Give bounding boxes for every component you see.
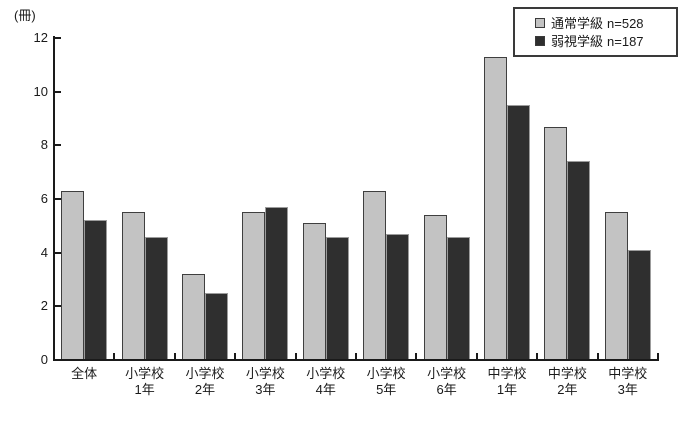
bar-lowvision-class-8 (567, 161, 591, 360)
x-category-label: 小学校 2年 (185, 366, 225, 397)
bar-lowvision-class-9 (627, 250, 651, 360)
legend: 通常学級 n=528 弱視学級 n=187 (513, 7, 678, 57)
x-axis-tick (475, 353, 478, 359)
x-category-label: 小学校 6年 (427, 366, 467, 397)
x-category-label: 小学校 3年 (245, 366, 285, 397)
bar-normal-class-7 (484, 57, 507, 360)
y-axis-tick-label: 2 (40, 298, 48, 314)
x-axis-tick (355, 353, 357, 359)
bar-normal-class-4 (302, 223, 326, 360)
y-axis-tick-label: 4 (40, 244, 48, 260)
bar-lowvision-class-4 (325, 237, 349, 360)
legend-item-lowvision-class: 弱視学級 n=187 (535, 34, 676, 49)
bar-normal-class-1 (121, 212, 145, 360)
bar-normal-class-6 (423, 215, 447, 360)
bar-normal-class-3 (242, 212, 266, 360)
y-axis-unit-label: (冊) (14, 8, 36, 23)
bar-lowvision-class-0 (84, 220, 108, 360)
x-category-label: 中学校 3年 (608, 366, 648, 397)
y-axis-tick (55, 305, 61, 308)
x-axis-tick (536, 353, 539, 359)
x-category-label: 小学校 1年 (125, 366, 165, 397)
bar-lowvision-class-2 (205, 293, 228, 360)
y-axis (53, 36, 55, 361)
y-axis-tick (55, 90, 61, 93)
bar-normal-class-0 (61, 191, 85, 360)
bar-normal-class-9 (604, 212, 628, 360)
y-axis-tick-label: 10 (33, 83, 48, 99)
bar-normal-class-8 (544, 127, 568, 360)
x-category-label: 小学校 5年 (366, 366, 406, 397)
x-axis (53, 359, 659, 361)
bar-lowvision-class-5 (386, 234, 410, 360)
bar-lowvision-class-3 (265, 207, 289, 360)
x-axis-tick (415, 353, 418, 359)
lowvision-class-marker-icon (535, 36, 545, 46)
y-axis-tick (55, 37, 61, 39)
y-axis-tick-label: 0 (40, 352, 48, 367)
x-axis-tick (173, 353, 176, 359)
x-category-label: 中学校 1年 (487, 366, 527, 397)
x-category-label: 中学校 2年 (547, 366, 587, 397)
bar-lowvision-class-7 (507, 105, 530, 360)
legend-label-lowvision-class: 弱視学級 n=187 (551, 33, 644, 49)
y-axis-tick-label: 8 (40, 137, 48, 153)
y-axis-tick (55, 198, 61, 200)
bar-lowvision-class-6 (446, 237, 470, 360)
x-category-label: 小学校 4年 (306, 366, 346, 397)
normal-class-marker-icon (535, 18, 545, 28)
bar-normal-class-2 (182, 274, 205, 360)
x-axis-tick (294, 353, 297, 359)
x-axis-tick (234, 353, 237, 359)
legend-item-normal-class: 通常学級 n=528 (535, 16, 676, 31)
legend-label-normal-class: 通常学級 n=528 (551, 15, 644, 31)
x-axis-tick (596, 353, 599, 359)
bar-normal-class-5 (363, 191, 387, 360)
y-axis-tick (55, 144, 61, 147)
x-axis-tick (657, 353, 659, 359)
y-axis-tick-label: 6 (40, 191, 48, 206)
y-axis-tick-label: 12 (33, 30, 48, 45)
x-axis-tick (113, 353, 116, 359)
y-axis-tick (55, 251, 61, 254)
x-category-label: 全体 (71, 366, 98, 381)
bar-lowvision-class-1 (144, 237, 168, 360)
